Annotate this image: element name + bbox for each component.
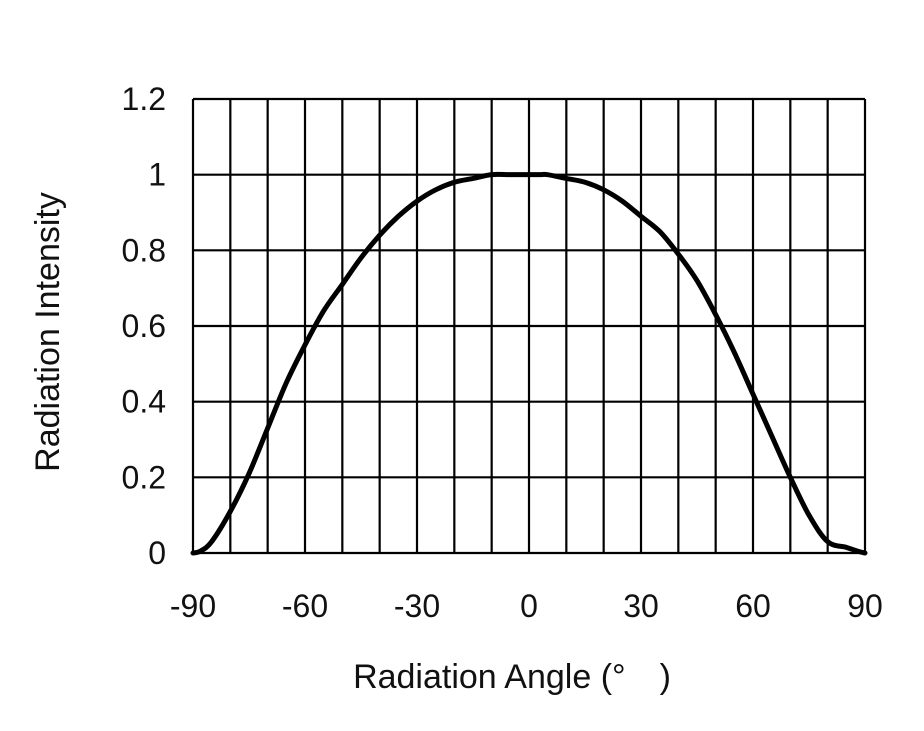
y-tick-label: 0.6 bbox=[122, 308, 166, 344]
x-tick-label: -60 bbox=[282, 588, 328, 624]
y-tick-label: 0.2 bbox=[122, 459, 166, 495]
y-tick-label: 0.4 bbox=[122, 384, 166, 420]
y-tick-labels: 0 0.2 0.4 0.6 0.8 1 1.2 bbox=[122, 81, 166, 571]
y-tick-label: 1.2 bbox=[122, 81, 166, 117]
y-axis-label: Radiation Intensity bbox=[29, 192, 67, 472]
y-tick-label: 1 bbox=[148, 157, 166, 193]
series-layer bbox=[190, 171, 868, 556]
x-axis-label: Radiation Angle (° ) bbox=[353, 658, 671, 696]
x-tick-label: -30 bbox=[394, 588, 440, 624]
y-tick-label: 0.8 bbox=[122, 232, 166, 268]
x-tick-label: 30 bbox=[623, 588, 659, 624]
grid bbox=[191, 97, 867, 555]
series-line bbox=[190, 171, 868, 556]
x-tick-label: 90 bbox=[847, 588, 883, 624]
x-tick-labels: -90 -60 -30 0 30 60 90 bbox=[170, 588, 883, 624]
y-tick-label: 0 bbox=[148, 535, 166, 571]
x-tick-label: -90 bbox=[170, 588, 216, 624]
x-tick-label: 0 bbox=[520, 588, 538, 624]
x-tick-label: 60 bbox=[735, 588, 771, 624]
